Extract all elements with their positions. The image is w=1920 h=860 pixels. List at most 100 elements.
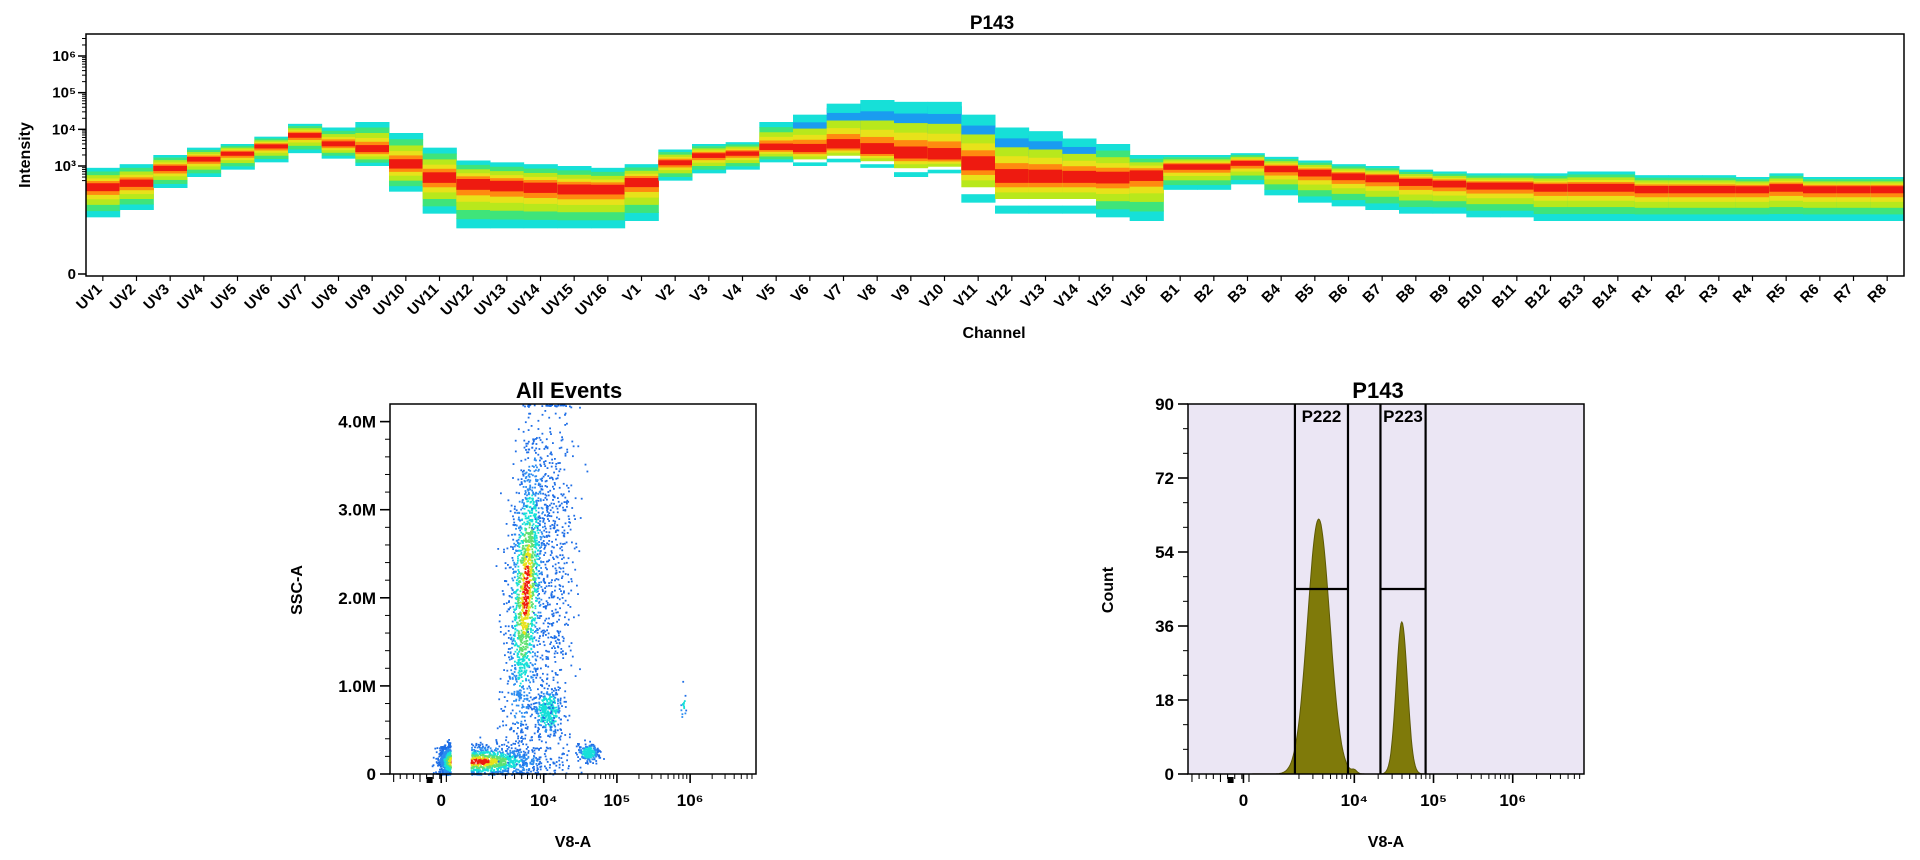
scatter-event [491, 750, 493, 752]
scatter-event [513, 638, 515, 640]
scatter-event [516, 681, 518, 683]
scatter-event [558, 635, 560, 637]
scatter-event [523, 688, 525, 690]
scatter-event [471, 747, 473, 749]
spectrum-band-edge [827, 104, 861, 113]
scatter-event [553, 547, 555, 549]
scatter-event [479, 753, 481, 755]
scatter-event [580, 746, 582, 748]
spectrum-x-tick-label: V3 [687, 281, 712, 306]
scatter-event [520, 725, 522, 727]
spectrum-y-tick-label: 10⁵ [52, 85, 76, 102]
scatter-event [544, 695, 546, 697]
scatter-event [528, 545, 530, 547]
spectrum-band-layer [153, 166, 187, 171]
scatter-event [506, 736, 508, 738]
scatter-event [531, 749, 533, 751]
scatter-event [599, 757, 601, 759]
scatter-event [556, 544, 558, 546]
scatter-event [518, 745, 520, 747]
scatter-event [496, 741, 498, 743]
histogram-y-tick-label: 0 [1165, 765, 1174, 784]
spectrum-band-layer [1365, 175, 1399, 182]
scatter-event [512, 515, 514, 517]
scatter-event [524, 493, 526, 495]
scatter-event [566, 754, 568, 756]
scatter-event [545, 756, 547, 758]
scatter-event [509, 648, 511, 650]
spectrum-column-b9 [1433, 172, 1467, 214]
scatter-event [516, 540, 518, 542]
scatter-event [562, 554, 564, 556]
scatter-event [515, 602, 517, 604]
scatter-event [546, 693, 548, 695]
scatter-event [513, 543, 515, 545]
spectrum-column-b13 [1567, 172, 1601, 222]
scatter-event [525, 612, 527, 614]
scatter-event [520, 586, 522, 588]
spectrum-band-layer [1500, 183, 1534, 190]
spectrum-band-edge [1096, 144, 1130, 151]
scatter-event [496, 743, 498, 745]
scatter-event [505, 562, 507, 564]
scatter-event [593, 755, 595, 757]
scatter-event [528, 750, 530, 752]
scatter-event [516, 751, 518, 753]
scatter-event [553, 735, 555, 737]
scatter-event [519, 764, 521, 766]
scatter-event [546, 683, 548, 685]
scatter-event [513, 743, 515, 745]
scatter-y-label: SSC-A [289, 565, 306, 615]
spectrum-band-edge [1264, 189, 1298, 195]
scatter-event [558, 579, 560, 581]
scatter-event [557, 724, 559, 726]
scatter-event [556, 517, 558, 519]
scatter-event [538, 582, 540, 584]
scatter-event [515, 651, 517, 653]
scatter-event [524, 473, 526, 475]
spectrum-band-layer [254, 144, 288, 148]
scatter-event [550, 734, 552, 736]
scatter-event [514, 552, 516, 554]
scatter-event [532, 603, 534, 605]
scatter-event [525, 581, 527, 583]
spectrum-band-edge [1399, 206, 1433, 213]
spectrum-band-edge [1298, 161, 1332, 163]
scatter-event [552, 442, 554, 444]
scatter-event [535, 585, 537, 587]
scatter-event [513, 634, 515, 636]
scatter-event [518, 677, 520, 679]
scatter-event [544, 620, 546, 622]
scatter-event [518, 651, 520, 653]
spectrum-x-tick-label: R6 [1797, 281, 1823, 307]
scatter-event [540, 581, 542, 583]
scatter-event [512, 589, 514, 591]
spectrum-x-tick-label: UV6 [241, 281, 274, 314]
spectrum-x-label: Channel [962, 325, 1025, 342]
scatter-event [534, 559, 536, 561]
scatter-event [514, 694, 516, 696]
spectrum-band-edge [1029, 131, 1063, 141]
scatter-event [536, 569, 538, 571]
scatter-event [525, 545, 527, 547]
scatter-event [572, 455, 574, 457]
scatter-event [520, 771, 522, 773]
scatter-event [548, 585, 550, 587]
scatter-event [499, 726, 501, 728]
scatter-event [552, 499, 554, 501]
scatter-event [514, 668, 516, 670]
scatter-event [538, 497, 540, 499]
scatter-event [479, 764, 481, 766]
scatter-event [527, 457, 529, 459]
scatter-event [565, 682, 567, 684]
scatter-event [549, 431, 551, 433]
scatter-event [541, 533, 543, 535]
scatter-event [534, 733, 536, 735]
scatter-event [505, 580, 507, 582]
scatter-event [538, 719, 540, 721]
scatter-event [554, 707, 556, 709]
scatter-event [562, 654, 564, 656]
scatter-event [527, 752, 529, 754]
scatter-event [509, 759, 511, 761]
spectrum-column-uv15 [557, 166, 591, 228]
